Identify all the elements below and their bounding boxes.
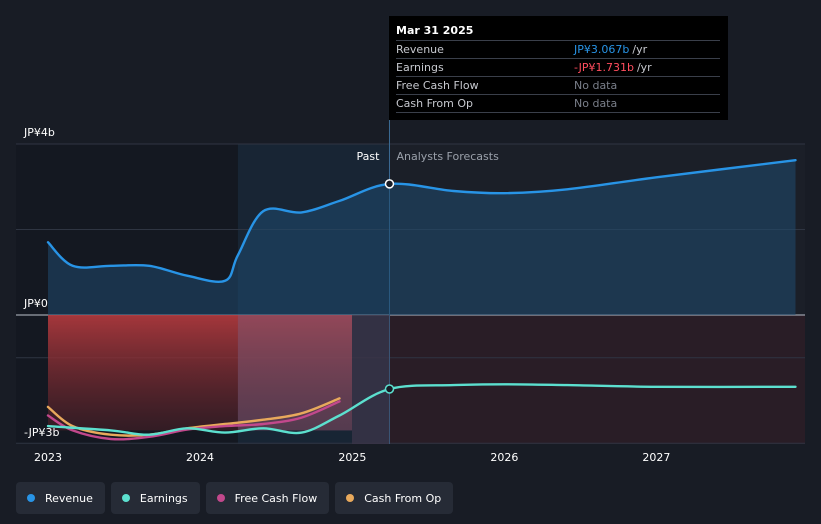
y-tick-label: JP¥4b <box>23 126 55 139</box>
x-tick-label: 2023 <box>34 451 62 464</box>
tooltip-row-revenue: Revenue JP¥3.067b /yr <box>396 41 720 59</box>
x-tick-label: 2024 <box>186 451 214 464</box>
legend-dot-icon <box>27 494 35 502</box>
legend-label: Revenue <box>45 491 93 505</box>
tooltip-date: Mar 31 2025 <box>396 22 720 41</box>
revenue-area <box>48 160 796 315</box>
x-tick-label: 2025 <box>338 451 366 464</box>
series-line-free-cash-flow <box>46 400 341 441</box>
legend-dot-icon <box>121 494 130 502</box>
legend-item-revenue[interactable]: Revenue <box>16 482 105 514</box>
tooltip-label: Earnings <box>396 61 444 74</box>
forecast-label: Analysts Forecasts <box>396 150 499 163</box>
y-tick-label: -JP¥3b <box>24 426 59 439</box>
x-tick-label: 2027 <box>642 451 670 464</box>
legend-item-free-cash-flow[interactable]: Free Cash Flow <box>205 482 330 514</box>
loss-area <box>48 315 352 431</box>
y-tick-label: JP¥0 <box>23 297 48 310</box>
loss-area-gap <box>352 315 390 444</box>
tooltip-unit: /yr <box>632 43 648 56</box>
series-line-earnings <box>46 383 797 436</box>
legend-item-earnings[interactable]: Earnings <box>110 482 200 514</box>
chart-legend: Revenue Earnings Free Cash Flow Cash Fro… <box>16 482 454 514</box>
tooltip-value: -JP¥1.731b <box>574 61 634 74</box>
forecast-negative-band <box>389 315 805 444</box>
loss-area-highlight <box>237 315 352 431</box>
series-line-revenue <box>46 159 797 283</box>
tooltip-value: No data <box>574 97 618 110</box>
tooltip-value: No data <box>574 79 618 92</box>
legend-dot-icon <box>346 494 355 502</box>
tooltip-row-earnings: Earnings -JP¥1.731b /yr <box>396 59 720 77</box>
tooltip-row-free-cash-flow: Free Cash Flow No data <box>396 77 720 95</box>
data-point-revenue <box>384 179 395 189</box>
tooltip-label: Free Cash Flow <box>396 79 479 92</box>
legend-item-cash-from-op[interactable]: Cash From Op <box>335 482 454 514</box>
tooltip-label: Cash From Op <box>396 97 474 110</box>
data-point-earnings <box>384 384 395 394</box>
tooltip-row-cash-from-op: Cash From Op No data <box>396 95 720 113</box>
legend-label: Free Cash Flow <box>234 491 318 505</box>
hover-tooltip: Mar 31 2025 Revenue JP¥3.067b /yr Earnin… <box>389 16 728 120</box>
tooltip-label: Revenue <box>396 43 444 56</box>
tooltip-unit: /yr <box>636 61 652 74</box>
legend-label: Cash From Op <box>364 491 442 505</box>
past-label: Past <box>357 150 381 163</box>
x-tick-label: 2026 <box>490 451 518 464</box>
legend-label: Earnings <box>139 491 188 505</box>
tooltip-value: JP¥3.067b <box>574 43 630 56</box>
legend-dot-icon <box>216 494 225 502</box>
